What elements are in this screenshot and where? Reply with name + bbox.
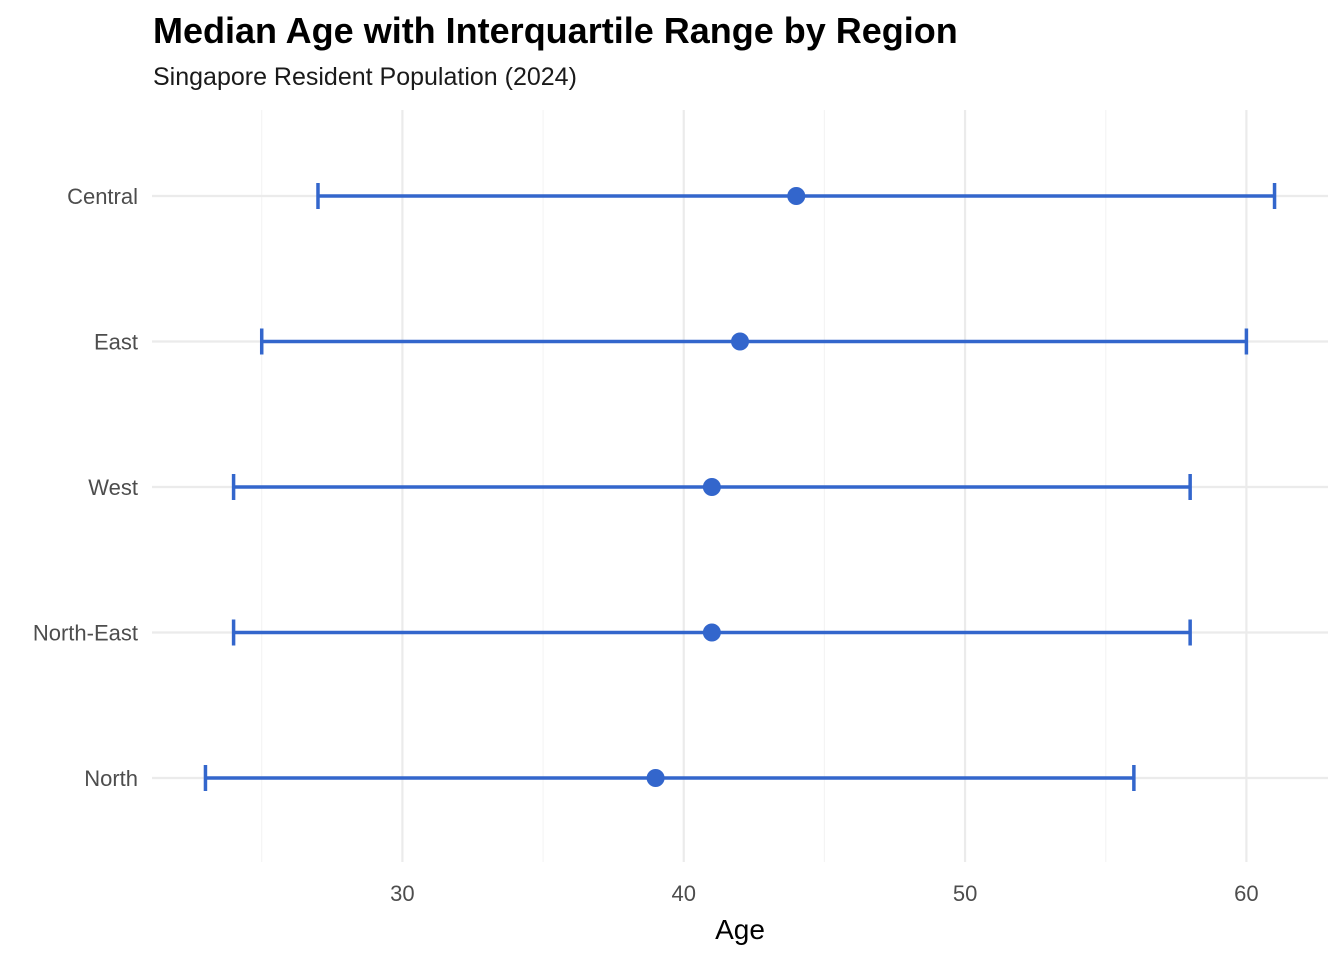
median-point-north-east <box>702 623 721 642</box>
y-tick-label-west: West <box>88 475 138 500</box>
median-point-central <box>787 187 806 205</box>
y-tick-label-central: Central <box>67 184 138 209</box>
median-point-west <box>702 478 721 496</box>
chart-title: Median Age with Interquartile Range by R… <box>153 10 958 51</box>
median-point-north <box>646 769 665 787</box>
y-axis-labels: Central East West North-East North <box>33 184 138 791</box>
y-tick-label-east: East <box>94 330 138 355</box>
x-tick-label-60: 60 <box>1234 881 1258 906</box>
x-axis-labels: 30 40 50 60 <box>390 881 1259 906</box>
x-tick-label-40: 40 <box>671 881 695 906</box>
x-tick-label-50: 50 <box>953 881 977 906</box>
x-tick-label-30: 30 <box>390 881 414 906</box>
x-axis-title: Age <box>715 914 765 945</box>
median-point-east <box>731 332 749 351</box>
chart-subtitle: Singapore Resident Population (2024) <box>153 63 577 91</box>
iqr-bars <box>203 183 1277 791</box>
y-tick-label-north-east: North-East <box>33 621 138 646</box>
median-points <box>646 187 806 787</box>
y-tick-label-north: North <box>84 766 138 791</box>
